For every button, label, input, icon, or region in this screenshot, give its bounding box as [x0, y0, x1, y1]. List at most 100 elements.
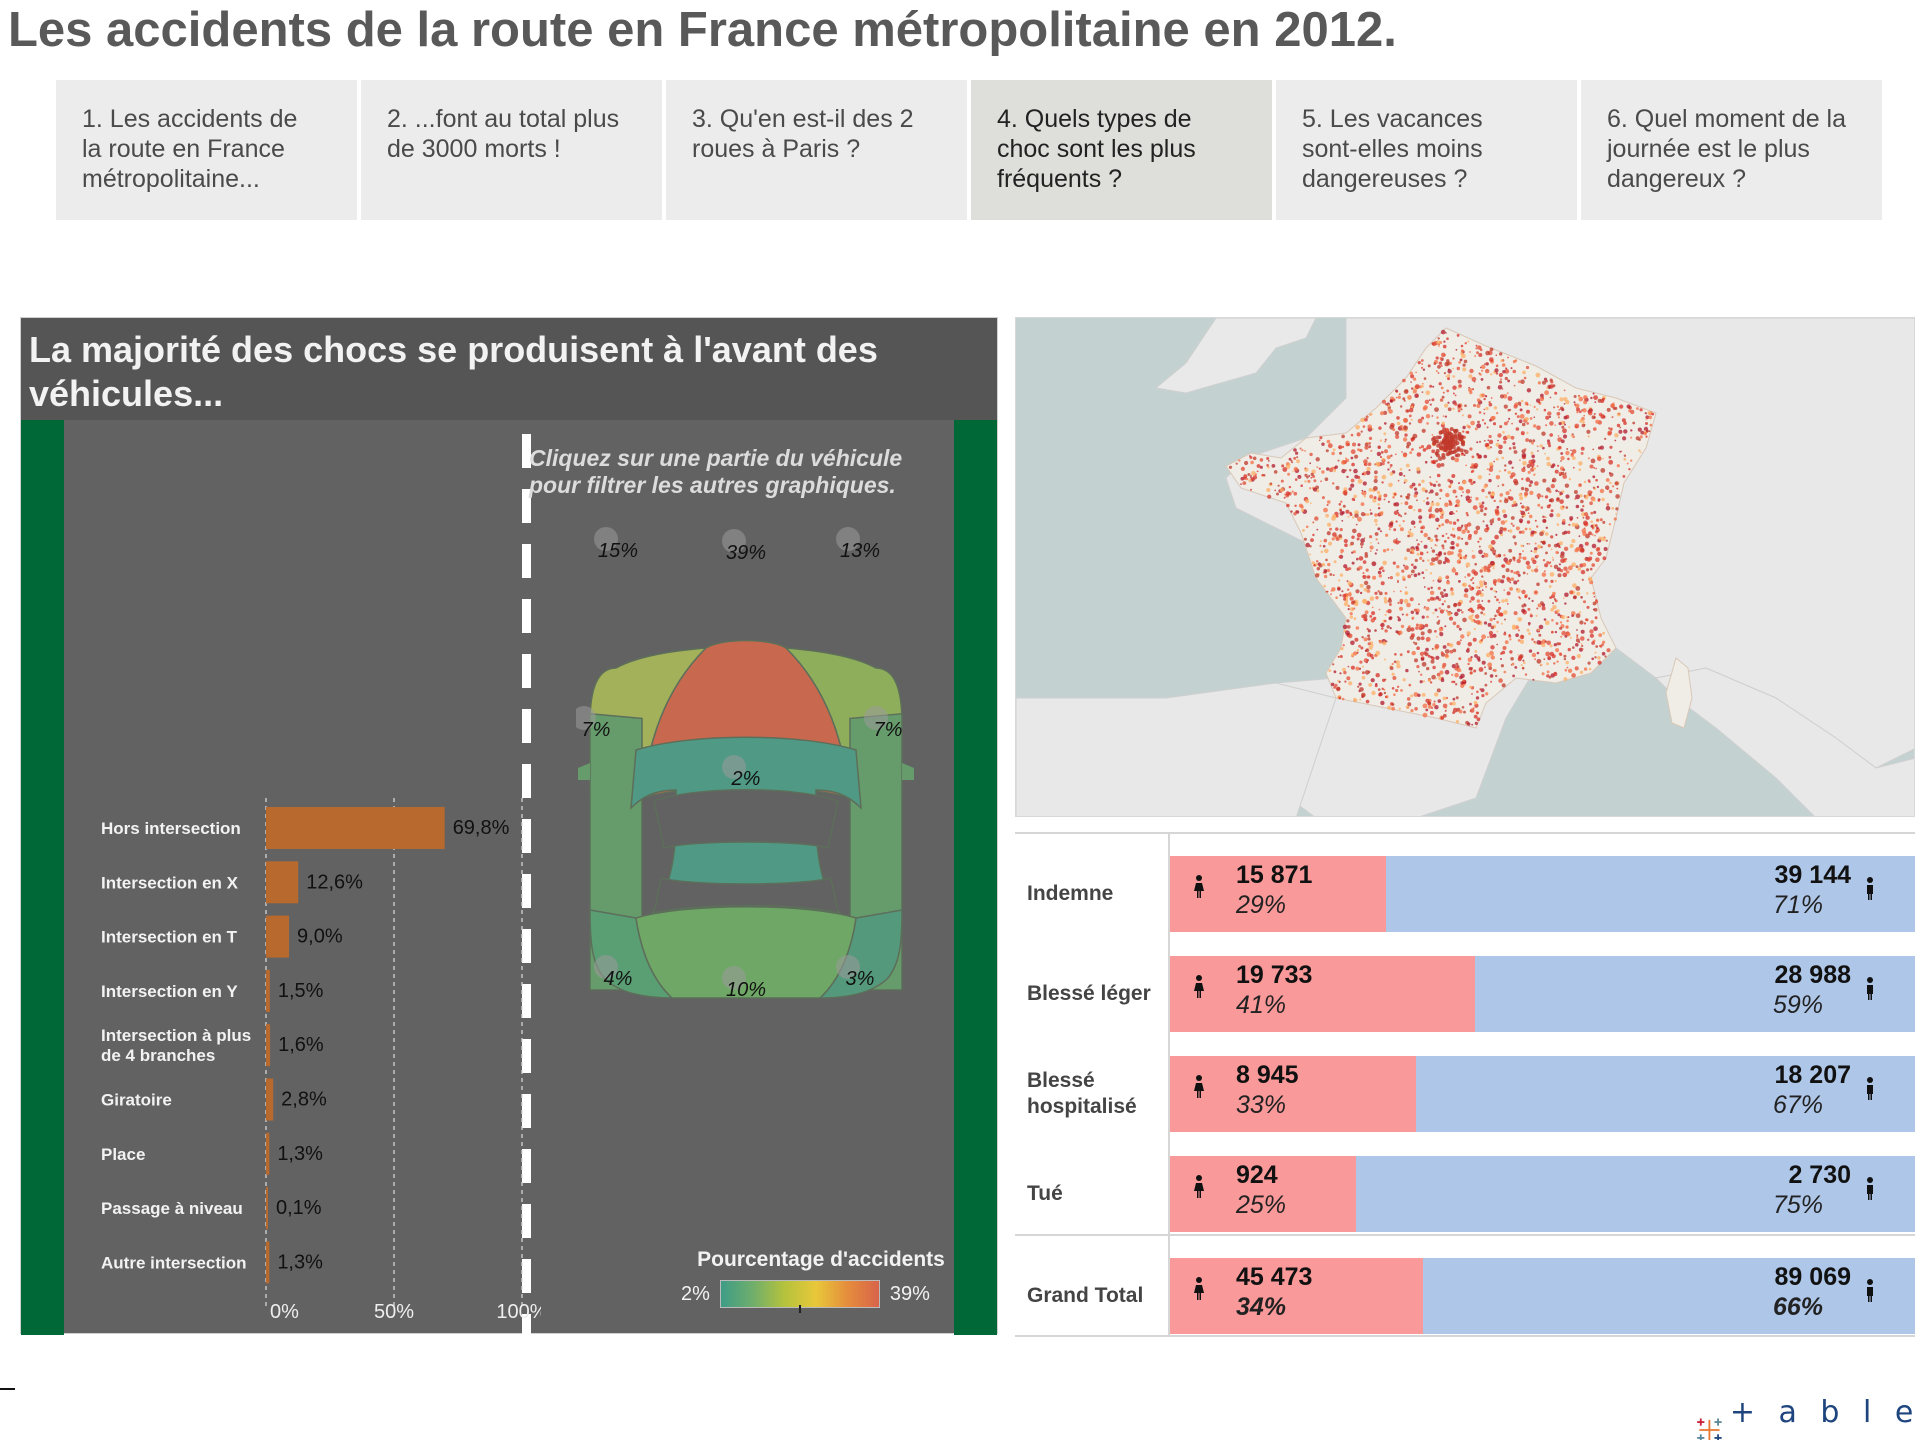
legend-color-ramp[interactable] — [719, 1280, 880, 1313]
accident-dot — [1423, 544, 1428, 549]
accident-dot — [1522, 550, 1524, 553]
female-share-segment[interactable] — [1170, 956, 1476, 1032]
accident-dot — [1529, 612, 1532, 615]
story-tab-text: 6. Quel moment de la — [1607, 105, 1847, 133]
accident-dot — [1367, 670, 1371, 674]
accident-dot — [1591, 563, 1595, 567]
gender-row[interactable]: Grand Total 45 473 34% 89 069 66% — [1015, 1246, 1915, 1346]
zone-marker[interactable] — [722, 529, 746, 553]
gender-share-bar[interactable]: 45 473 34% 89 069 66% — [1170, 1258, 1915, 1334]
gender-row[interactable]: Blessé léger 19 733 41% 28 988 59% — [1015, 944, 1915, 1044]
accident-dot — [1474, 427, 1478, 431]
zone-marker[interactable] — [722, 755, 746, 779]
accident-dot — [1566, 619, 1569, 623]
tableau-logo[interactable]: + a b l e a u — [1695, 1395, 1928, 1440]
accident-dot — [1510, 569, 1514, 573]
accident-dot — [1596, 485, 1600, 489]
zone-percent-label: 4% — [604, 968, 633, 990]
accident-dot — [1488, 478, 1492, 483]
story-tab-1[interactable]: 1. Les accidents de la route en France mét… — [56, 80, 357, 220]
bar[interactable] — [266, 1132, 270, 1175]
map-land-france[interactable] — [1225, 327, 1657, 729]
zone-marker[interactable] — [836, 955, 860, 979]
accident-dot — [1514, 543, 1517, 546]
accident-dot — [1457, 536, 1461, 540]
accident-dot — [1440, 651, 1444, 655]
female-share-segment[interactable] — [1170, 1156, 1357, 1232]
bar[interactable] — [266, 1241, 270, 1284]
map-canvas[interactable] — [1016, 318, 1915, 817]
accident-dot — [1344, 543, 1348, 547]
bar[interactable] — [266, 1187, 268, 1230]
accident-dot — [1387, 468, 1390, 471]
accident-dot — [1593, 595, 1596, 598]
accident-dot — [1396, 421, 1401, 426]
zone-marker[interactable] — [836, 527, 860, 551]
accident-dot — [1536, 425, 1541, 430]
gender-share-bar[interactable]: 15 871 29% 39 144 71% — [1170, 856, 1915, 932]
gender-row[interactable]: Indemne 15 871 29% 39 144 71% — [1015, 844, 1915, 944]
zone-marker[interactable] — [864, 706, 888, 730]
bar[interactable] — [266, 915, 290, 958]
accident-dot — [1322, 571, 1325, 574]
zone-marker[interactable] — [594, 955, 618, 979]
map-land-corsica[interactable] — [1665, 657, 1693, 729]
female-percent: 41% — [1236, 991, 1287, 1019]
story-tab-3[interactable]: 3. Qu'en est-il des 2 roues à Paris ? — [666, 80, 967, 220]
accident-dot — [1475, 711, 1479, 715]
accident-dot — [1356, 532, 1362, 538]
accident-dot — [1293, 448, 1297, 452]
accident-dot — [1502, 394, 1508, 399]
story-tab-text: métropolitaine... — [82, 165, 260, 193]
accident-dot — [1411, 448, 1414, 451]
lane-dash — [522, 1259, 531, 1293]
accident-dot — [1546, 461, 1551, 467]
zone-marker[interactable] — [576, 706, 596, 730]
france-accident-map[interactable] — [1015, 317, 1915, 817]
accident-dot — [1528, 597, 1531, 600]
accident-dot — [1415, 394, 1419, 398]
zone-marker[interactable] — [594, 527, 618, 551]
accident-dot — [1560, 471, 1565, 476]
story-tab-2[interactable]: 2. ...font au total plus de 3000 morts ! — [361, 80, 662, 220]
story-tab-6[interactable]: 6. Quel moment de la journée est le plus d… — [1581, 80, 1882, 220]
accident-dot — [1320, 550, 1324, 554]
accident-dot — [1249, 476, 1252, 479]
accident-dot — [1593, 395, 1598, 400]
accident-dot — [1591, 657, 1594, 661]
gender-share-bar[interactable]: 19 733 41% 28 988 59% — [1170, 956, 1915, 1032]
zone-marker[interactable] — [722, 966, 746, 990]
bar[interactable] — [266, 1078, 274, 1121]
accident-dot — [1495, 598, 1499, 602]
accident-dot — [1331, 537, 1335, 541]
accident-dot — [1449, 427, 1454, 432]
accident-dot — [1612, 402, 1615, 405]
accident-dot — [1428, 515, 1432, 519]
accident-dot — [1599, 518, 1603, 522]
gender-share-bar[interactable]: 924 25% 2 730 75% — [1170, 1156, 1915, 1232]
bar[interactable] — [266, 1024, 271, 1067]
accident-dot — [1592, 608, 1595, 611]
accident-dot — [1537, 503, 1541, 507]
accident-dot — [1575, 638, 1580, 643]
bar[interactable] — [266, 861, 299, 904]
story-tab-4[interactable]: 4. Quels types de choc sont les plus fréqu… — [971, 80, 1272, 220]
accident-dot — [1532, 439, 1536, 443]
gender-row[interactable]: Tué 924 25% 2 730 75% — [1015, 1144, 1915, 1244]
accident-dot — [1444, 625, 1447, 628]
accident-dot — [1417, 508, 1422, 513]
female-share-segment[interactable] — [1170, 1056, 1416, 1132]
gender-row[interactable]: Blessé hospitalisé 8 945 33% 18 207 67% — [1015, 1044, 1915, 1144]
accident-dot — [1571, 673, 1576, 678]
female-share-segment[interactable] — [1170, 1258, 1424, 1334]
female-share-segment[interactable] — [1170, 856, 1387, 932]
gender-share-bar[interactable]: 8 945 33% 18 207 67% — [1170, 1056, 1915, 1132]
story-tab-5[interactable]: 5. Les vacances sont-elles moins dangereus… — [1276, 80, 1577, 220]
accident-dot — [1409, 505, 1413, 509]
accident-dot — [1592, 392, 1595, 395]
bar[interactable] — [266, 969, 270, 1012]
accident-dot — [1518, 655, 1523, 660]
accident-dot — [1547, 441, 1551, 445]
car-zone-rear-center[interactable] — [635, 906, 857, 999]
bar[interactable] — [266, 807, 445, 849]
